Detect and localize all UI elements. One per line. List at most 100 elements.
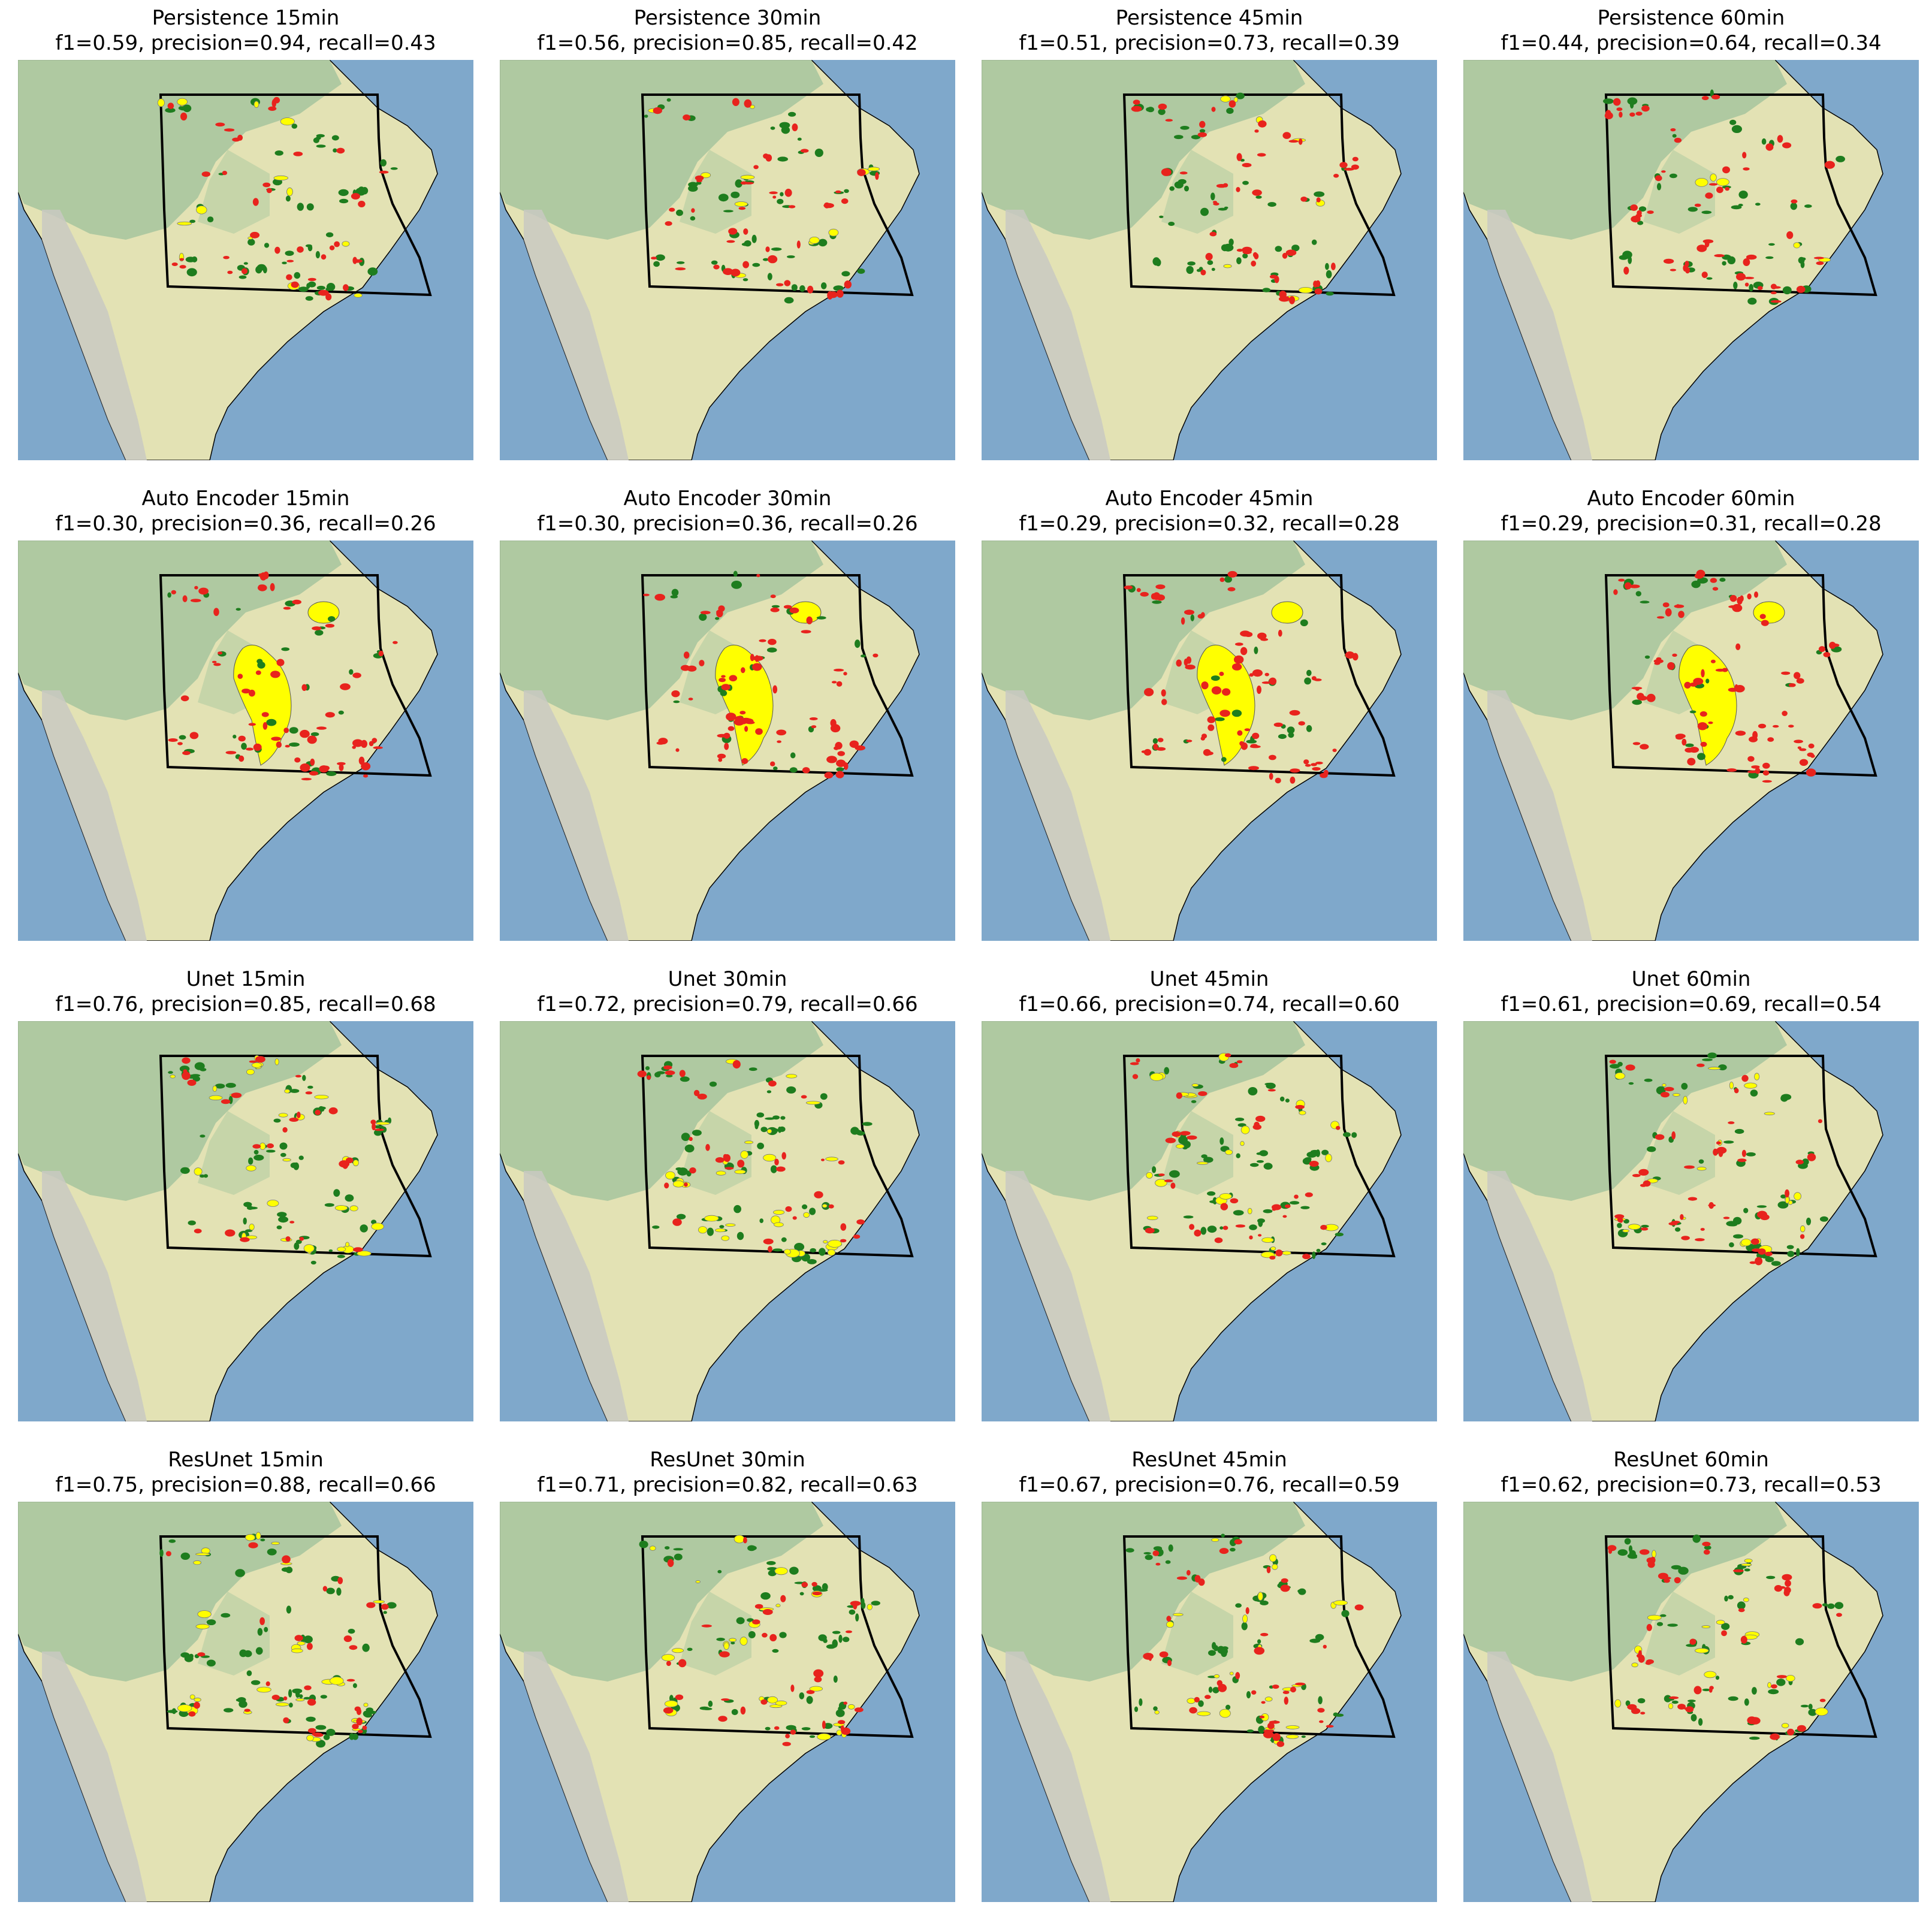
false-negative-cell xyxy=(770,761,775,766)
true-positive-cell xyxy=(1705,678,1710,684)
false-positive-cell xyxy=(665,1171,675,1180)
false-negative-cell xyxy=(737,1160,745,1168)
true-positive-cell xyxy=(809,1735,816,1738)
true-positive-cell xyxy=(1153,1546,1163,1551)
false-negative-cell xyxy=(1267,1722,1275,1729)
true-positive-cell xyxy=(1318,1696,1323,1704)
true-positive-cell xyxy=(1285,1098,1290,1103)
false-negative-cell xyxy=(1781,671,1791,675)
true-positive-cell xyxy=(1624,1538,1631,1545)
true-positive-cell xyxy=(1796,1248,1800,1257)
false-negative-cell xyxy=(1770,291,1777,295)
false-negative-cell xyxy=(1701,271,1708,278)
true-positive-cell xyxy=(206,1619,216,1625)
panel-metrics: f1=0.51, precision=0.73, recall=0.39 xyxy=(1019,31,1400,55)
false-negative-cell xyxy=(372,738,378,743)
false-negative-cell xyxy=(719,1651,730,1658)
false-negative-cell xyxy=(231,1092,242,1098)
true-positive-cell xyxy=(1603,98,1614,104)
false-negative-cell xyxy=(213,608,219,616)
false-negative-cell xyxy=(194,1701,200,1709)
true-positive-cell xyxy=(1738,204,1743,207)
false-negative-cell xyxy=(1685,1706,1694,1713)
false-positive-cell xyxy=(733,1535,745,1544)
true-positive-cell xyxy=(345,1194,354,1202)
false-negative-cell xyxy=(262,182,271,188)
false-negative-cell xyxy=(362,1725,367,1730)
false-positive-cell xyxy=(352,1160,359,1167)
true-positive-cell xyxy=(1728,1595,1734,1599)
false-negative-cell xyxy=(1729,594,1737,602)
panel-title: Unet 15min xyxy=(186,967,306,991)
false-positive-cell xyxy=(1800,1225,1806,1233)
true-positive-cell xyxy=(207,216,214,222)
false-negative-cell xyxy=(1712,587,1719,591)
false-negative-cell xyxy=(715,1157,725,1163)
false-positive-cell xyxy=(376,1121,390,1125)
false-negative-cell xyxy=(1670,128,1676,132)
true-positive-cell xyxy=(1316,1248,1321,1252)
false-negative-cell xyxy=(187,1079,197,1086)
true-positive-cell xyxy=(814,149,823,157)
true-positive-cell xyxy=(348,1629,355,1634)
false-negative-cell xyxy=(1228,100,1236,108)
false-negative-cell xyxy=(732,1060,741,1069)
false-negative-cell xyxy=(1312,767,1321,771)
true-positive-cell xyxy=(1242,180,1249,185)
map-canvas xyxy=(982,1021,1437,1421)
true-positive-cell xyxy=(1691,580,1701,588)
false-negative-cell xyxy=(838,1160,845,1165)
false-positive-cell xyxy=(1647,1614,1662,1620)
false-negative-cell xyxy=(840,1223,847,1231)
false-positive-cell xyxy=(695,1580,701,1584)
true-positive-cell xyxy=(264,243,270,248)
false-negative-cell xyxy=(1236,249,1243,252)
true-positive-cell xyxy=(1697,577,1708,584)
false-negative-cell xyxy=(1275,1249,1283,1257)
true-positive-cell xyxy=(243,262,248,265)
false-negative-cell xyxy=(1161,168,1172,176)
false-positive-cell xyxy=(774,1567,788,1575)
false-negative-cell xyxy=(1143,748,1152,756)
false-negative-cell xyxy=(307,735,317,744)
true-positive-cell xyxy=(374,1129,382,1136)
true-positive-cell xyxy=(709,1081,717,1087)
false-negative-cell xyxy=(1261,681,1272,684)
false-negative-cell xyxy=(814,1191,823,1199)
false-negative-cell xyxy=(1735,273,1746,281)
true-positive-cell xyxy=(1158,108,1166,115)
false-positive-cell xyxy=(1282,1251,1291,1255)
false-positive-cell xyxy=(354,293,363,298)
false-negative-cell xyxy=(213,663,221,666)
false-negative-cell xyxy=(726,240,735,243)
true-positive-cell xyxy=(224,1708,234,1713)
false-negative-cell xyxy=(1305,764,1311,767)
true-positive-cell xyxy=(306,1716,316,1722)
false-positive-cell xyxy=(704,1215,719,1222)
false-positive-cell xyxy=(267,1200,279,1207)
true-positive-cell xyxy=(255,265,262,274)
false-negative-cell xyxy=(1796,678,1804,684)
false-negative-cell xyxy=(1252,252,1258,258)
true-positive-cell xyxy=(1203,1157,1213,1163)
true-positive-cell xyxy=(1667,1623,1678,1627)
false-negative-cell xyxy=(1664,1086,1674,1091)
true-positive-cell xyxy=(387,1602,397,1609)
false-negative-cell xyxy=(1715,668,1726,672)
true-positive-cell xyxy=(1325,262,1329,270)
true-positive-cell xyxy=(850,1127,859,1135)
true-positive-cell xyxy=(1697,753,1705,760)
false-negative-cell xyxy=(1152,1550,1160,1556)
true-positive-cell xyxy=(1236,257,1242,264)
false-positive-cell xyxy=(1662,1083,1667,1087)
true-positive-cell xyxy=(1231,710,1242,717)
false-negative-cell xyxy=(182,595,188,602)
false-negative-cell xyxy=(1269,772,1273,780)
true-positive-cell xyxy=(1174,181,1184,189)
true-positive-cell xyxy=(652,1225,660,1229)
true-positive-cell xyxy=(844,189,849,193)
false-negative-cell xyxy=(1295,1682,1306,1686)
true-positive-cell xyxy=(849,1609,856,1615)
false-negative-cell xyxy=(718,605,725,612)
true-positive-cell xyxy=(233,735,237,739)
